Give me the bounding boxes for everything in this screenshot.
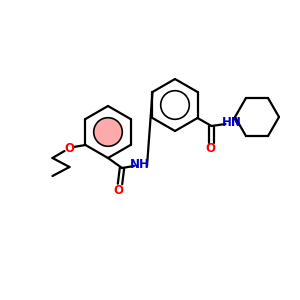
Text: NH: NH bbox=[130, 158, 150, 172]
Circle shape bbox=[94, 118, 122, 146]
Text: O: O bbox=[64, 142, 74, 154]
Text: O: O bbox=[206, 142, 215, 155]
Text: HN: HN bbox=[222, 116, 242, 130]
Text: O: O bbox=[113, 184, 123, 196]
